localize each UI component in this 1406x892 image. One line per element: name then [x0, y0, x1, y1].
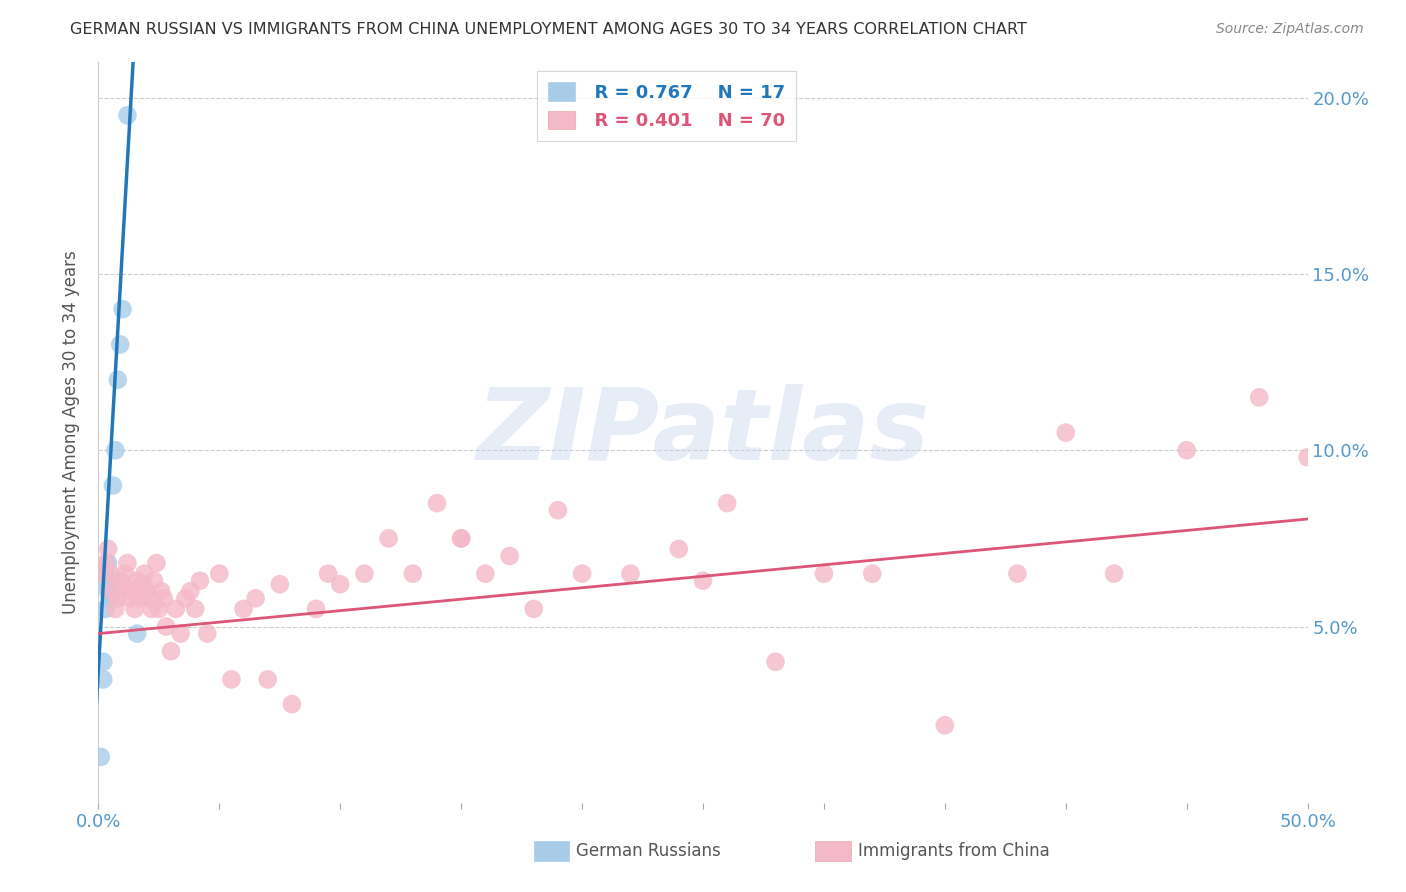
Point — [100, 591, 122, 606]
Point — [91, 655, 114, 669]
Point — [94, 556, 117, 570]
Point — [90, 750, 112, 764]
Point — [117, 556, 139, 570]
Point — [104, 443, 127, 458]
Point — [619, 566, 641, 581]
Point — [124, 602, 146, 616]
Point — [111, 302, 134, 317]
Point — [131, 577, 153, 591]
Point — [692, 574, 714, 588]
Point — [329, 577, 352, 591]
Point — [150, 584, 173, 599]
Point — [91, 673, 114, 687]
Point — [813, 566, 835, 581]
Point — [165, 602, 187, 616]
Point — [195, 626, 218, 640]
Point — [860, 566, 883, 581]
Point — [450, 532, 472, 546]
Point — [143, 574, 166, 588]
Y-axis label: Unemployment Among Ages 30 to 34 years: Unemployment Among Ages 30 to 34 years — [62, 251, 80, 615]
Point — [221, 673, 243, 687]
Point — [184, 602, 207, 616]
Point — [1054, 425, 1077, 440]
Point — [474, 566, 496, 581]
Point — [426, 496, 449, 510]
Point — [145, 556, 167, 570]
Point — [765, 655, 787, 669]
Point — [97, 541, 120, 556]
Point — [1296, 450, 1319, 465]
Point — [498, 549, 520, 563]
Text: GERMAN RUSSIAN VS IMMIGRANTS FROM CHINA UNEMPLOYMENT AMONG AGES 30 TO 34 YEARS C: GERMAN RUSSIAN VS IMMIGRANTS FROM CHINA … — [70, 22, 1028, 37]
Point — [668, 541, 690, 556]
Point — [1007, 566, 1029, 581]
Point — [117, 108, 139, 122]
Point — [934, 718, 956, 732]
Point — [108, 574, 131, 588]
Point — [134, 566, 156, 581]
Point — [141, 602, 163, 616]
Point — [1102, 566, 1125, 581]
Point — [256, 673, 278, 687]
Point — [547, 503, 569, 517]
Text: German Russians: German Russians — [576, 842, 721, 860]
Point — [208, 566, 231, 581]
Point — [1175, 443, 1198, 458]
Point — [523, 602, 546, 616]
Point — [179, 584, 201, 599]
Point — [716, 496, 738, 510]
Point — [353, 566, 375, 581]
Point — [108, 337, 131, 351]
Point — [127, 626, 149, 640]
Point — [127, 574, 149, 588]
Point — [94, 602, 117, 616]
Point — [104, 602, 127, 616]
Point — [94, 566, 117, 581]
Point — [128, 591, 150, 606]
Point — [232, 602, 254, 616]
Point — [118, 591, 141, 606]
Point — [155, 619, 177, 633]
Point — [114, 566, 136, 581]
Point — [135, 584, 157, 599]
Text: Immigrants from China: Immigrants from China — [858, 842, 1049, 860]
Point — [174, 591, 197, 606]
Point — [100, 566, 122, 581]
Point — [152, 591, 174, 606]
Point — [100, 574, 122, 588]
Point — [101, 584, 124, 599]
Point — [245, 591, 267, 606]
Point — [316, 566, 339, 581]
Point — [148, 602, 170, 616]
Point — [101, 478, 124, 492]
Point — [97, 577, 120, 591]
Point — [91, 566, 114, 581]
Point — [107, 373, 129, 387]
Point — [281, 697, 304, 711]
Point — [107, 591, 129, 606]
Point — [571, 566, 593, 581]
Point — [169, 626, 191, 640]
Legend:   R = 0.767    N = 17,   R = 0.401    N = 70: R = 0.767 N = 17, R = 0.401 N = 70 — [537, 71, 796, 141]
Text: ZIPatlas: ZIPatlas — [477, 384, 929, 481]
Point — [269, 577, 291, 591]
Point — [97, 584, 120, 599]
Point — [450, 532, 472, 546]
Point — [138, 591, 160, 606]
Point — [377, 532, 399, 546]
Point — [188, 574, 211, 588]
Point — [97, 556, 120, 570]
Text: Source: ZipAtlas.com: Source: ZipAtlas.com — [1216, 22, 1364, 37]
Point — [305, 602, 328, 616]
Point — [402, 566, 425, 581]
Point — [1249, 390, 1271, 404]
Point — [160, 644, 183, 658]
Point — [121, 584, 143, 599]
Point — [111, 577, 134, 591]
